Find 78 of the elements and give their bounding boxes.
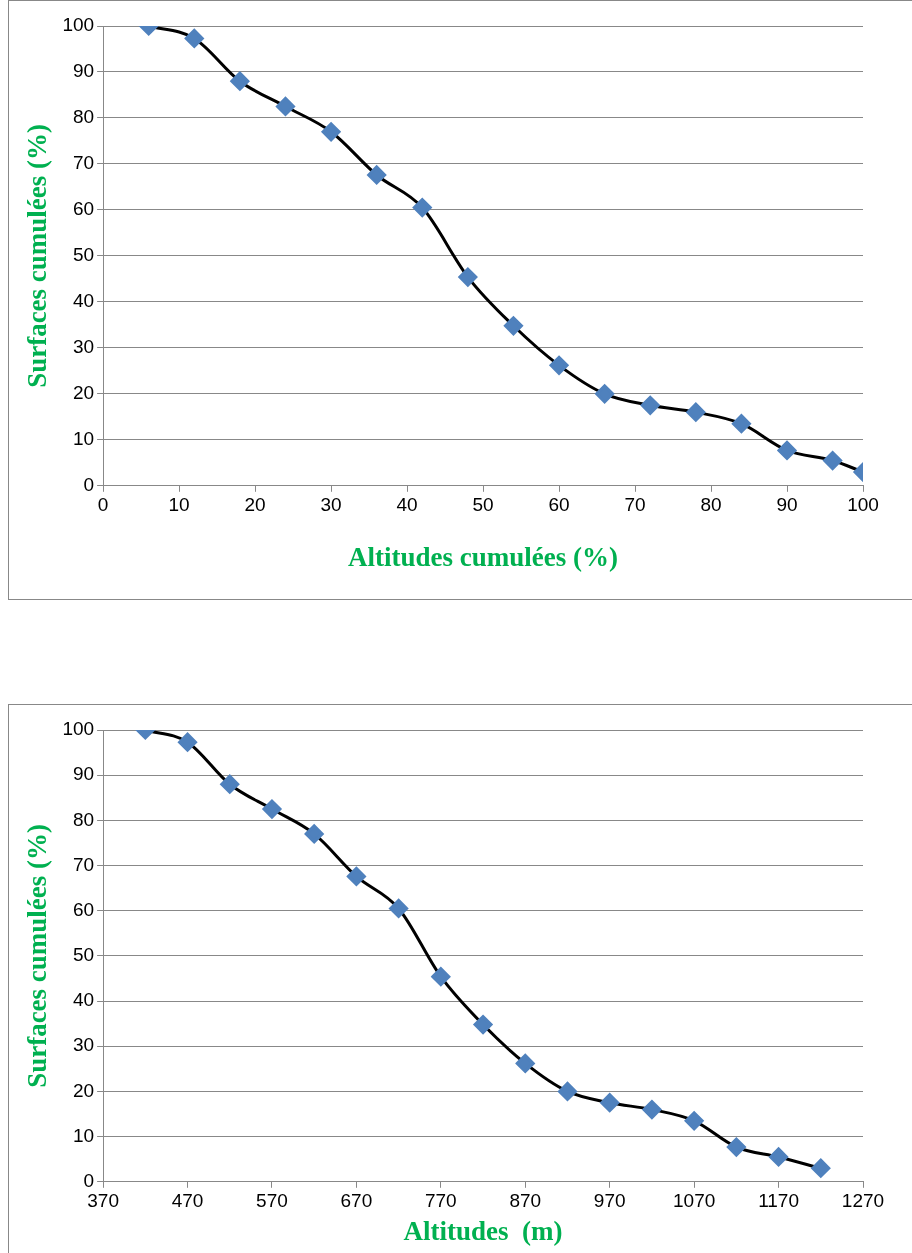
point	[389, 898, 409, 918]
point	[184, 28, 204, 48]
y-tick-label: 50	[72, 944, 95, 966]
y-tick-label: 100	[62, 14, 95, 36]
point	[777, 440, 797, 460]
x-tick-label: 10	[168, 494, 190, 516]
point	[473, 1015, 493, 1035]
point	[367, 165, 387, 185]
point	[811, 1158, 831, 1178]
y-tick-label: 70	[72, 853, 95, 875]
y-tick-label: 90	[72, 763, 95, 785]
x-tick-label: 770	[424, 1190, 457, 1212]
x-tick-label: 870	[509, 1190, 542, 1212]
y-tick-label: 50	[72, 244, 95, 266]
y-tick-label: 0	[83, 474, 95, 496]
point	[549, 355, 569, 375]
y-axis-title: Surfaces cumulées (%)	[22, 823, 53, 1088]
x-tick-label: 40	[396, 494, 418, 516]
y-tick-label: 90	[72, 60, 95, 82]
y-tick-label: 60	[72, 198, 95, 220]
y-tick-label: 60	[72, 898, 95, 920]
x-tick-label: 1070	[672, 1190, 716, 1212]
y-tick-label: 40	[72, 989, 95, 1011]
point	[731, 414, 751, 434]
point	[600, 1093, 620, 1113]
x-tick-label: 470	[171, 1190, 204, 1212]
x-tick-label: 970	[593, 1190, 626, 1212]
y-tick-label: 10	[72, 1124, 95, 1146]
point	[557, 1081, 577, 1101]
x-axis-title: Altitudes cumulées (%)	[348, 541, 619, 572]
point	[230, 71, 250, 91]
point	[275, 96, 295, 116]
x-tick-label: 370	[87, 1190, 119, 1212]
point	[686, 402, 706, 422]
point	[412, 198, 432, 218]
x-tick-label: 70	[624, 494, 646, 516]
x-tick-label: 80	[700, 494, 722, 516]
point	[684, 1111, 704, 1131]
y-tick-label: 20	[72, 1079, 95, 1101]
x-tick-label: 90	[776, 494, 798, 516]
x-tick-label: 50	[472, 494, 494, 516]
point	[220, 774, 240, 794]
y-tick-label: 0	[83, 1170, 95, 1192]
point	[304, 824, 324, 844]
point	[262, 799, 282, 819]
point	[431, 967, 451, 987]
x-tick-label: 1170	[758, 1190, 799, 1212]
point	[458, 267, 478, 287]
x-tick-label: 1270	[841, 1190, 885, 1212]
y-tick-label: 80	[72, 808, 95, 830]
point	[503, 316, 523, 336]
y-tick-label: 40	[72, 290, 95, 312]
x-tick-label: 20	[244, 494, 266, 516]
point	[640, 395, 660, 415]
x-tick-label: 670	[340, 1190, 373, 1212]
y-tick-label: 70	[72, 152, 95, 174]
point	[321, 122, 341, 142]
point	[346, 866, 366, 886]
x-tick-label: 30	[320, 494, 342, 516]
point	[515, 1053, 535, 1073]
x-tick-label: 0	[97, 494, 109, 516]
point	[595, 384, 615, 404]
y-tick-label: 30	[72, 1034, 95, 1056]
y-axis-title: Surfaces cumulées (%)	[22, 123, 53, 388]
point	[726, 1137, 746, 1157]
y-tick-label: 80	[72, 106, 95, 128]
y-tick-label: 20	[72, 382, 95, 404]
x-tick-label: 60	[548, 494, 570, 516]
point	[642, 1100, 662, 1120]
point	[769, 1147, 789, 1167]
x-tick-label: 570	[256, 1190, 288, 1212]
x-axis-title: Altitudes (m)	[403, 1215, 563, 1246]
y-tick-label: 10	[72, 428, 95, 450]
y-tick-label: 30	[72, 336, 95, 358]
point	[178, 732, 198, 752]
point	[823, 451, 843, 471]
x-tick-label: 100	[847, 494, 879, 516]
y-tick-label: 100	[62, 718, 95, 740]
